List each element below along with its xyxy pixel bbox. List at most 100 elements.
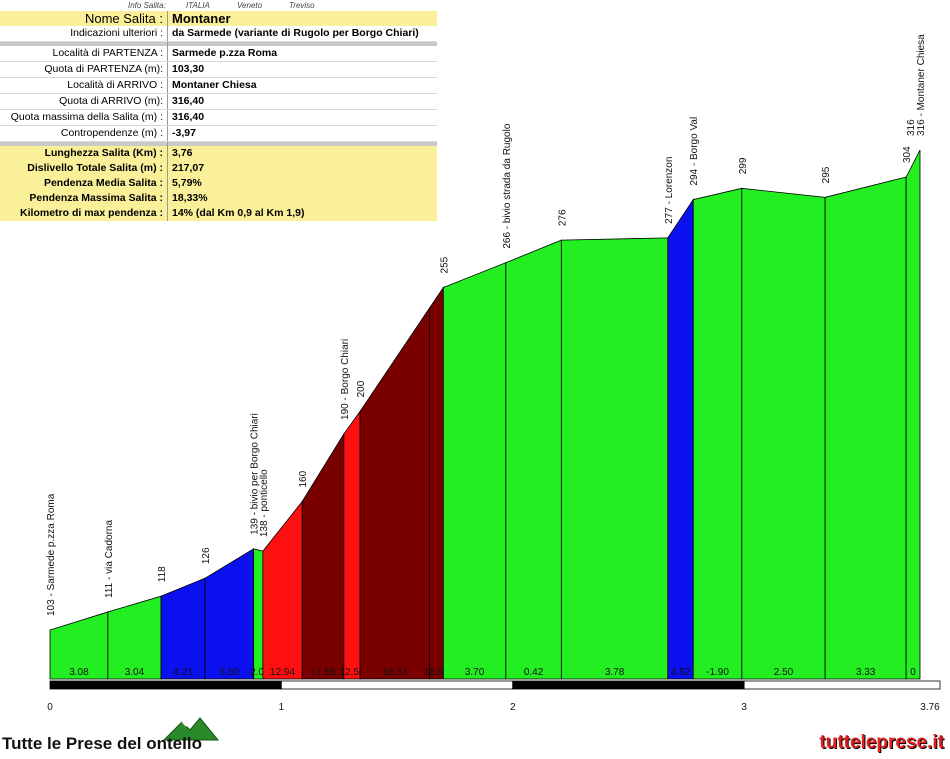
point-label: 316 - Montaner Chiesa (916, 34, 927, 136)
x-tick-label: 1 (279, 702, 285, 713)
info-value: 103,30 (167, 61, 437, 78)
km-scale-bar (512, 680, 745, 690)
profile-segment (824, 176, 907, 680)
info-value (167, 141, 437, 146)
info-value: -3,97 (167, 125, 437, 142)
segment-gradient-label: 3.33 (856, 667, 876, 678)
segment-gradient-label: -2.00 (247, 667, 270, 678)
x-tick-label: 3.76 (920, 702, 940, 713)
info-key: Pendenza Massima Salita : (0, 191, 168, 206)
info-key: Indicazioni ulteriori : (0, 26, 168, 42)
profile-segment (429, 286, 444, 680)
segment-gradient-label: 0.42 (524, 667, 544, 678)
footer-url-link[interactable]: tutteleprese.it (819, 732, 944, 753)
mountain-logo-icon (162, 717, 220, 741)
info-separator (0, 41, 437, 46)
segment-gradient-label: 18.00 (424, 667, 449, 678)
profile-segment (204, 548, 255, 680)
info-row: Lunghezza Salita (Km) :3,76 (0, 146, 437, 161)
segment-gradient-label: 4.52 (671, 667, 691, 678)
info-value: 5,79% (167, 176, 437, 191)
info-key: Quota massima della Salita (m) : (0, 109, 168, 126)
segment-gradient-label: 4.21 (173, 667, 193, 678)
profile-segment (160, 577, 206, 680)
segment-gradient-label: 12.50 (339, 667, 364, 678)
point-label: 190 - Borgo Chiari (340, 339, 351, 420)
info-value: da Sarmede (variante di Rugolo per Borgo… (167, 26, 437, 42)
info-key: Dislivello Totale Salita (m) : (0, 161, 168, 176)
info-country: ITALIA (186, 1, 210, 10)
segment-gradient-label: -1.90 (706, 667, 729, 678)
climb-info-table: Nome Salita : Montaner Indicazioni ulterio… (0, 11, 437, 221)
info-key (0, 41, 168, 46)
segment-gradient-label: 3.78 (605, 667, 625, 678)
info-value: 18,33% (167, 191, 437, 206)
info-row: Quota di ARRIVO (m): 316,40 (0, 93, 437, 110)
info-key: Lunghezza Salita (Km) : (0, 146, 168, 161)
info-key: Località di ARRIVO : (0, 77, 168, 94)
profile-segment (253, 548, 264, 680)
point-label: 276 (557, 209, 568, 226)
segment-gradient-label: 3.08 (69, 667, 89, 678)
info-value: 3,76 (167, 146, 437, 161)
info-key: Quota di PARTENZA (m): (0, 61, 168, 78)
segment-gradient-label: 17.65 (311, 667, 336, 678)
info-row: Località di ARRIVO : Montaner Chiesa (0, 77, 437, 94)
info-value: 316,40 (167, 93, 437, 110)
profile-segment (442, 262, 507, 680)
info-row: Quota massima della Salita (m) :316,40 (0, 109, 437, 126)
km-scale-bar (743, 680, 941, 690)
profile-segment (301, 432, 345, 680)
point-label: 294 - Borgo Val (689, 117, 700, 186)
point-label: 160 (298, 470, 309, 487)
info-value: Montaner (167, 11, 437, 26)
km-scale-bar (280, 680, 514, 690)
point-label: 299 (738, 157, 749, 174)
point-label: 304 (902, 146, 913, 163)
info-separator (0, 141, 437, 146)
info-region: Veneto (237, 1, 263, 10)
info-row: Pendenza Media Salita :5,79% (0, 176, 437, 191)
info-key: Contropendenze (m) : (0, 125, 168, 142)
point-label: 316 (906, 119, 917, 136)
point-label: 103 - Sarmede p.zza Roma (46, 493, 57, 616)
info-row: Dislivello Totale Salita (m) :217,07 (0, 161, 437, 176)
info-value (167, 41, 437, 46)
info-value: Sarmede p.zza Roma (167, 46, 437, 62)
km-scale-bar (49, 680, 282, 690)
point-label: 266 - bivio strada da Rugolo (502, 123, 513, 249)
info-row: Indicazioni ulteriori : da Sarmede (varia… (0, 26, 437, 42)
x-tick-label: 3 (741, 702, 747, 713)
point-label: 295 (821, 166, 832, 183)
info-label: Info Salita: (128, 1, 166, 10)
segment-gradient-label: 3.70 (465, 667, 485, 678)
info-value: 14% (dal Km 0,9 al Km 1,9) (167, 206, 437, 221)
info-key: Località di PARTENZA : (0, 46, 168, 62)
point-label: 139 - bivio per Borgo Chiari (250, 413, 261, 535)
info-key: Quota di ARRIVO (m): (0, 93, 168, 110)
profile-segment (505, 239, 562, 680)
segment-gradient-label: 3.04 (125, 667, 145, 678)
point-label: 118 (157, 566, 168, 582)
profile-segment (667, 198, 694, 680)
info-key: Pendenza Media Salita : (0, 176, 168, 191)
info-row: Località di PARTENZA : Sarmede p.zza Roma (0, 46, 437, 62)
point-label: 277 - Lorenzon (664, 157, 675, 224)
info-row: Quota di PARTENZA (m): 103,30 (0, 61, 437, 78)
info-header: Info Salita: ITALIA Veneto Treviso (0, 0, 437, 11)
info-row: Pendenza Massima Salita :18,33% (0, 191, 437, 206)
point-label: 200 (356, 380, 367, 397)
profile-segment (905, 149, 921, 680)
x-tick-label: 2 (510, 702, 516, 713)
info-value: 316,40 (167, 109, 437, 126)
info-row: Contropendenze (m) : -3,97 (0, 125, 437, 142)
segment-gradient-label: 0 (910, 667, 916, 678)
segment-gradient-label: 18.33 (382, 667, 407, 678)
segment-gradient-label: 6.50 (220, 667, 240, 678)
info-value: 217,07 (167, 161, 437, 176)
profile-segment (560, 237, 669, 680)
profile-segment (692, 187, 743, 680)
info-key: Nome Salita : (0, 11, 168, 26)
info-key: Kilometro di max pendenza : (0, 206, 168, 221)
